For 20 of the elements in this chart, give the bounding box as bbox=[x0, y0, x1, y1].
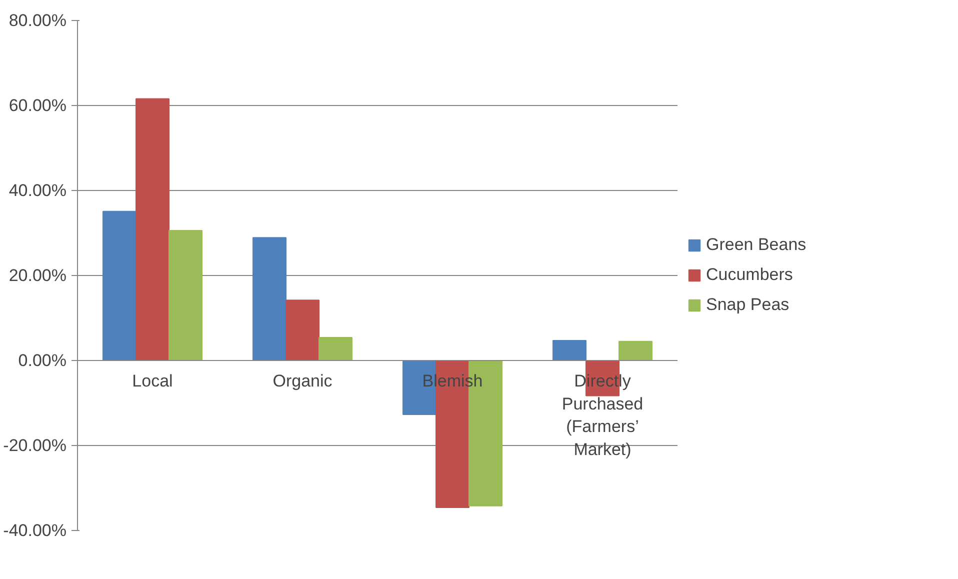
bar bbox=[102, 210, 136, 361]
y-tick-label: 0.00% bbox=[18, 351, 66, 370]
bar bbox=[318, 337, 352, 361]
legend-label: Green Beans bbox=[706, 235, 806, 255]
bar bbox=[252, 237, 286, 361]
y-tick-label: 40.00% bbox=[8, 181, 67, 200]
x-tick-label: Organic bbox=[272, 372, 333, 390]
legend-label: Cucumbers bbox=[706, 265, 793, 285]
bar bbox=[552, 340, 586, 361]
bar bbox=[618, 340, 652, 361]
y-tick-label: -20.00% bbox=[3, 436, 67, 455]
bar bbox=[168, 230, 202, 361]
y-tick-label: -40.00% bbox=[3, 521, 67, 540]
y-tick-label: 60.00% bbox=[8, 96, 67, 115]
legend-label: Snap Peas bbox=[706, 295, 790, 315]
y-tick-label: 80.00% bbox=[8, 11, 67, 30]
bar bbox=[136, 98, 170, 361]
y-tick-label: 20.00% bbox=[8, 266, 67, 285]
bar bbox=[286, 300, 320, 361]
x-tick-label: Local bbox=[132, 372, 173, 390]
